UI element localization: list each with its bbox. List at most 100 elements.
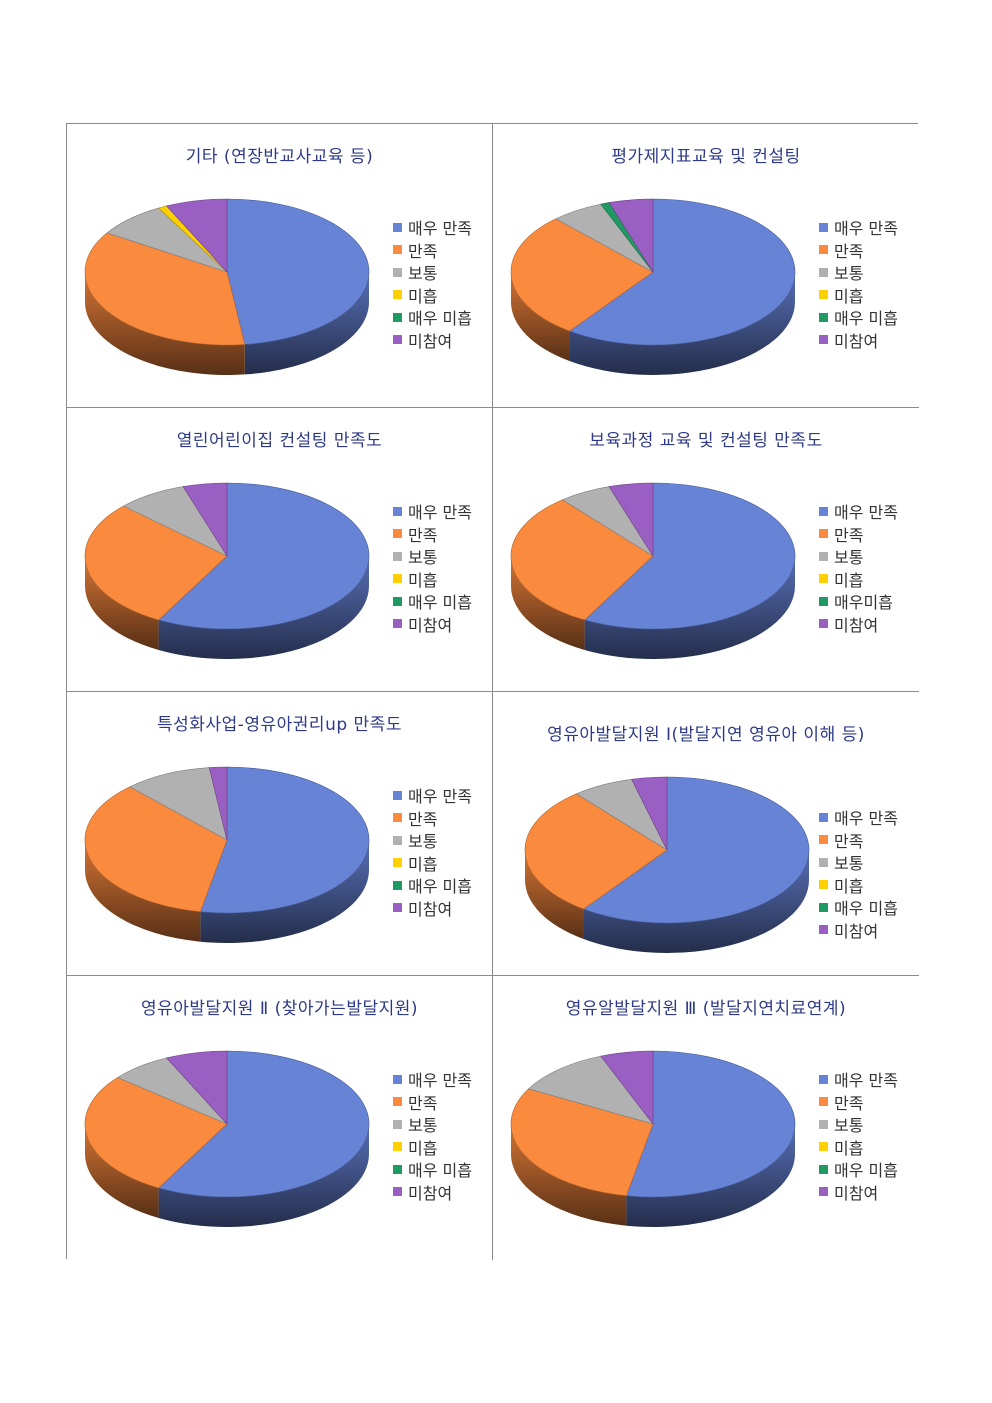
chart-title: 영유아발달지원 Ⅱ (찾아가는발달지원): [140, 999, 419, 1019]
legend-swatch: [393, 903, 402, 913]
legend-swatch: [819, 902, 828, 912]
legend-label: 만족: [408, 241, 438, 261]
pie-slice: [510, 1088, 654, 1197]
legend-item: 매우 만족: [819, 806, 898, 829]
legend-item: 만족: [819, 523, 898, 546]
legend-swatch: [393, 245, 402, 255]
legend-item: 보통: [393, 261, 472, 284]
legend-swatch: [819, 1074, 828, 1084]
legend-item: 매우 만족: [393, 500, 472, 523]
legend-label: 매우 만족: [408, 503, 472, 523]
legend-label: 미참여: [834, 615, 879, 635]
legend-swatch: [819, 312, 828, 322]
legend-label: 미참여: [834, 921, 879, 941]
legend-swatch: [393, 574, 402, 584]
legend-label: 미흡: [408, 286, 438, 306]
legend-swatch: [393, 880, 402, 890]
legend-label: 만족: [834, 525, 864, 545]
legend-item: 보통: [819, 545, 898, 568]
legend-item: 미흡: [819, 284, 898, 307]
legend-item: 매우 미흡: [393, 306, 472, 329]
legend-label: 매우 만족: [834, 503, 898, 523]
legend-item: 보통: [819, 1113, 898, 1136]
pie-side-wall: [85, 1124, 159, 1218]
pie-slice: [524, 793, 668, 910]
legend-label: 매우 미흡: [408, 1161, 472, 1181]
pie-slice: [568, 198, 796, 346]
pie-chart: [510, 482, 796, 659]
legend-label: 보통: [408, 548, 438, 568]
legend-swatch: [393, 290, 402, 300]
chart-panel: 평가제지표교육 및 컨설팅 매우 만족 만족 보통 미흡 매우 미흡 미참여: [493, 124, 919, 408]
legend-label: 매우 미흡: [834, 899, 898, 919]
legend-item: 만족: [819, 239, 898, 262]
legend-swatch: [393, 1097, 402, 1107]
legend-swatch: [819, 574, 828, 584]
legend-swatch: [393, 813, 402, 823]
legend-item: 미흡: [393, 284, 472, 307]
legend-item: 만족: [393, 1091, 472, 1114]
legend-item: 보통: [819, 851, 898, 874]
legend-label: 미흡: [834, 876, 864, 896]
legend-item: 미흡: [393, 852, 472, 875]
legend-item: 매우미흡: [819, 590, 898, 613]
pie-side-wall: [511, 1124, 627, 1226]
legend-item: 미참여: [819, 329, 898, 352]
legend-swatch: [393, 506, 402, 516]
legend-item: 매우 미흡: [393, 590, 472, 613]
legend-item: 만족: [819, 1091, 898, 1114]
pie-chart: [84, 1050, 370, 1227]
legend-swatch: [819, 812, 828, 822]
pie-slice: [608, 482, 654, 558]
legend-swatch: [393, 551, 402, 561]
legend-label: 매우 미흡: [408, 593, 472, 613]
pie-side-wall: [85, 556, 159, 650]
legend-item: 매우 만족: [393, 784, 472, 807]
legend-swatch: [819, 335, 828, 345]
chart-panel: 열린어린이집 컨설팅 만족도 매우 만족 만족 보통 미흡 매우 미흡 미참여: [67, 408, 493, 692]
chart-title: 보육과정 교육 및 컨설팅 만족도: [589, 431, 823, 451]
legend-label: 미참여: [408, 615, 453, 635]
legend-label: 미흡: [834, 570, 864, 590]
pie-slice: [631, 776, 668, 851]
legend-item: 미참여: [393, 329, 472, 352]
pie-slice: [84, 1077, 228, 1189]
pie-slice: [182, 482, 228, 558]
legend-item: 매우 만족: [819, 500, 898, 523]
legend-item: 매우 만족: [393, 216, 472, 239]
legend-item: 만족: [393, 807, 472, 830]
legend-label: 미흡: [408, 1138, 438, 1158]
legend-label: 매우 만족: [408, 219, 472, 239]
legend-item: 만족: [393, 523, 472, 546]
legend-label: 만족: [408, 809, 438, 829]
legend-label: 매우 만족: [408, 1071, 472, 1091]
legend-swatch: [819, 245, 828, 255]
legend-label: 보통: [834, 548, 864, 568]
legend-swatch: [819, 596, 828, 606]
legend-label: 미흡: [408, 570, 438, 590]
pie-chart: [510, 198, 796, 375]
pie-side-wall: [158, 556, 369, 659]
legend-label: 보통: [834, 1116, 864, 1136]
legend-swatch: [393, 858, 402, 868]
legend-swatch: [819, 290, 828, 300]
legend-swatch: [393, 222, 402, 232]
chart-title: 기타 (연장반교사교육 등): [185, 147, 374, 167]
legend-label: 매우 만족: [834, 1071, 898, 1091]
pie-slice: [608, 198, 654, 274]
legend-item: 매우 만족: [393, 1068, 472, 1091]
legend-label: 보통: [408, 1116, 438, 1136]
chart-legend: 매우 만족 만족 보통 미흡 매우 미흡 미참여: [819, 1068, 898, 1203]
pie-chart: [524, 776, 810, 953]
pie-slice: [199, 766, 370, 914]
legend-label: 미참여: [834, 1183, 879, 1203]
legend-item: 미흡: [393, 568, 472, 591]
pie-chart: [510, 1050, 796, 1227]
legend-swatch: [819, 267, 828, 277]
legend-label: 미흡: [408, 854, 438, 874]
chart-title: 영유아발달지원 Ⅰ(발달지연 영유아 이해 등): [547, 725, 865, 745]
pie-slice: [510, 218, 654, 332]
legend-label: 만족: [834, 241, 864, 261]
